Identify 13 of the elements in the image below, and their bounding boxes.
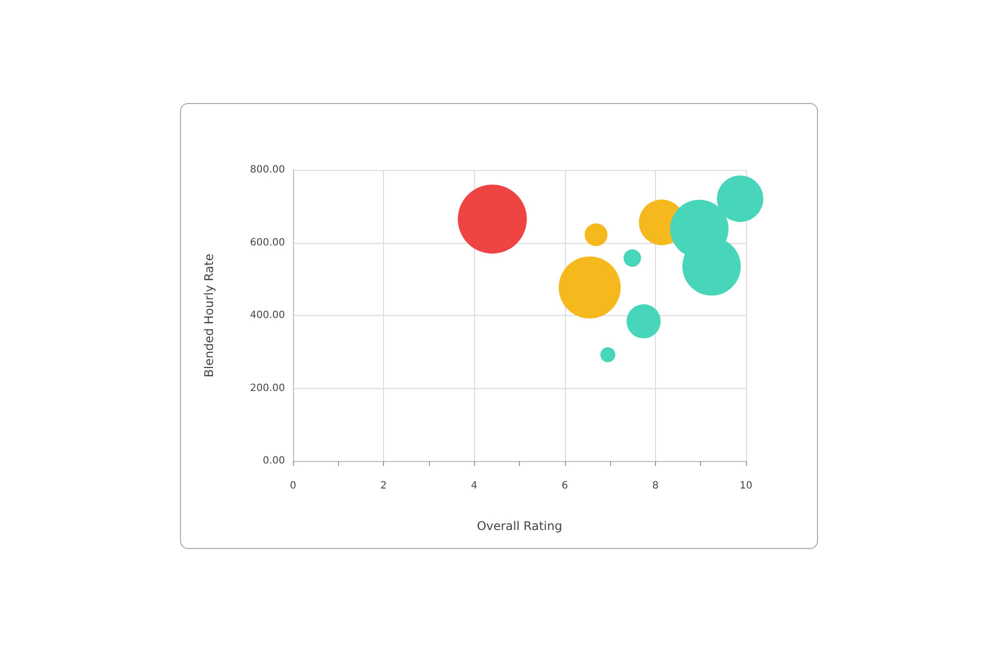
y-tick-label: 400.00: [250, 310, 285, 321]
x-tick-label: 0: [290, 480, 296, 492]
y-tick-label: 600.00: [250, 237, 285, 248]
y-tick-label: 200.00: [250, 382, 285, 394]
x-axis-title: Overall Rating: [476, 519, 562, 533]
x-tick-label: 2: [380, 480, 387, 492]
y-tick-label: 0.00: [262, 456, 285, 466]
x-tick-label: 6: [562, 480, 568, 492]
x-tick-label: 8: [652, 480, 659, 492]
x-tick-label: 4: [471, 480, 478, 492]
x-tick-label: 10: [740, 480, 752, 492]
y-tick-label: 800.00: [250, 164, 285, 176]
y-axis-title: Blended Hourly Rate: [202, 254, 216, 378]
